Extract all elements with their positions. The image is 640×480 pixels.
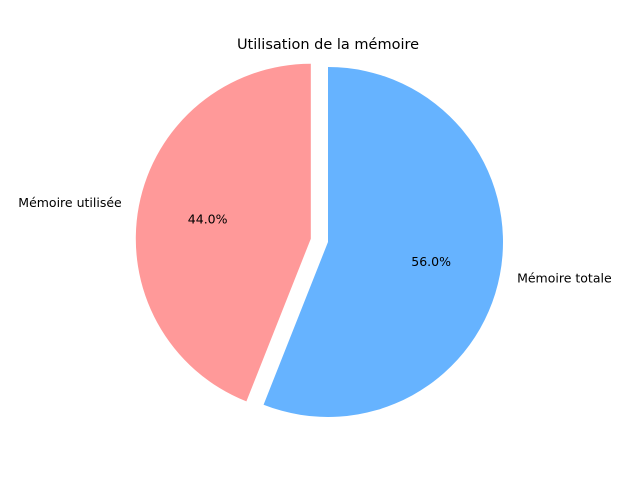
- slice-label-2: Mémoire totale: [517, 271, 612, 286]
- slice-percent-1: 44.0%: [188, 212, 228, 227]
- pie-slices: [135, 63, 504, 417]
- pie-labels: Mémoire utilisée 44.0% Mémoire totale 56.0%: [18, 195, 612, 285]
- slice-percent-2: 56.0%: [411, 254, 451, 269]
- pie-slice-2: [263, 67, 504, 417]
- pie-slice-1: [135, 63, 311, 402]
- slice-label-1: Mémoire utilisée: [18, 195, 122, 210]
- chart-title: Utilisation de la mémoire: [237, 37, 419, 53]
